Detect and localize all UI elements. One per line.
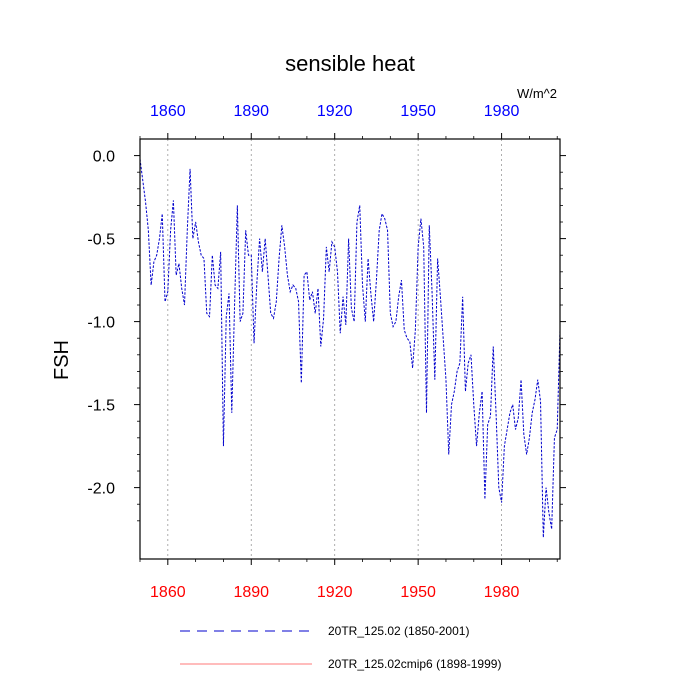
x-tick-label-bottom: 1980 (484, 584, 520, 601)
units-label: W/m^2 (517, 86, 557, 101)
y-axis-label: FSH (51, 340, 73, 380)
y-tick-label: -2.0 (87, 481, 115, 498)
y-tick-label: -1.0 (87, 315, 115, 332)
legend-label-1: 20TR_125.02cmip6 (1898-1999) (328, 657, 501, 671)
series-layer (139, 158, 561, 538)
legend: 20TR_125.02 (1850-2001) 20TR_125.02cmip6 … (180, 624, 501, 671)
x-tick-label-bottom: 1950 (400, 584, 436, 601)
y-tick-label: 0.0 (93, 149, 115, 166)
chart-title: sensible heat (285, 51, 415, 76)
legend-label-0: 20TR_125.02 (1850-2001) (328, 624, 469, 638)
x-tick-label-bottom: 1860 (150, 584, 186, 601)
plot-frame (139, 138, 561, 560)
x-tick-label-top: 1950 (400, 103, 436, 120)
y-tick-label: -1.5 (87, 398, 115, 415)
x-tick-label-top: 1890 (233, 103, 269, 120)
grid-lines (167, 139, 502, 559)
x-tick-label-bottom: 1890 (233, 584, 269, 601)
axes: 1860 1860 1890 1890 1920 1920 1950 1950 1980 1980… (87, 103, 566, 601)
x-tick-label-top: 1980 (484, 103, 520, 120)
y-tick-label: -0.5 (87, 232, 115, 249)
x-tick-label-bottom: 1920 (317, 584, 353, 601)
series-line-0 (139, 158, 561, 538)
x-tick-label-top: 1920 (317, 103, 353, 120)
x-tick-label-top: 1860 (150, 103, 186, 120)
